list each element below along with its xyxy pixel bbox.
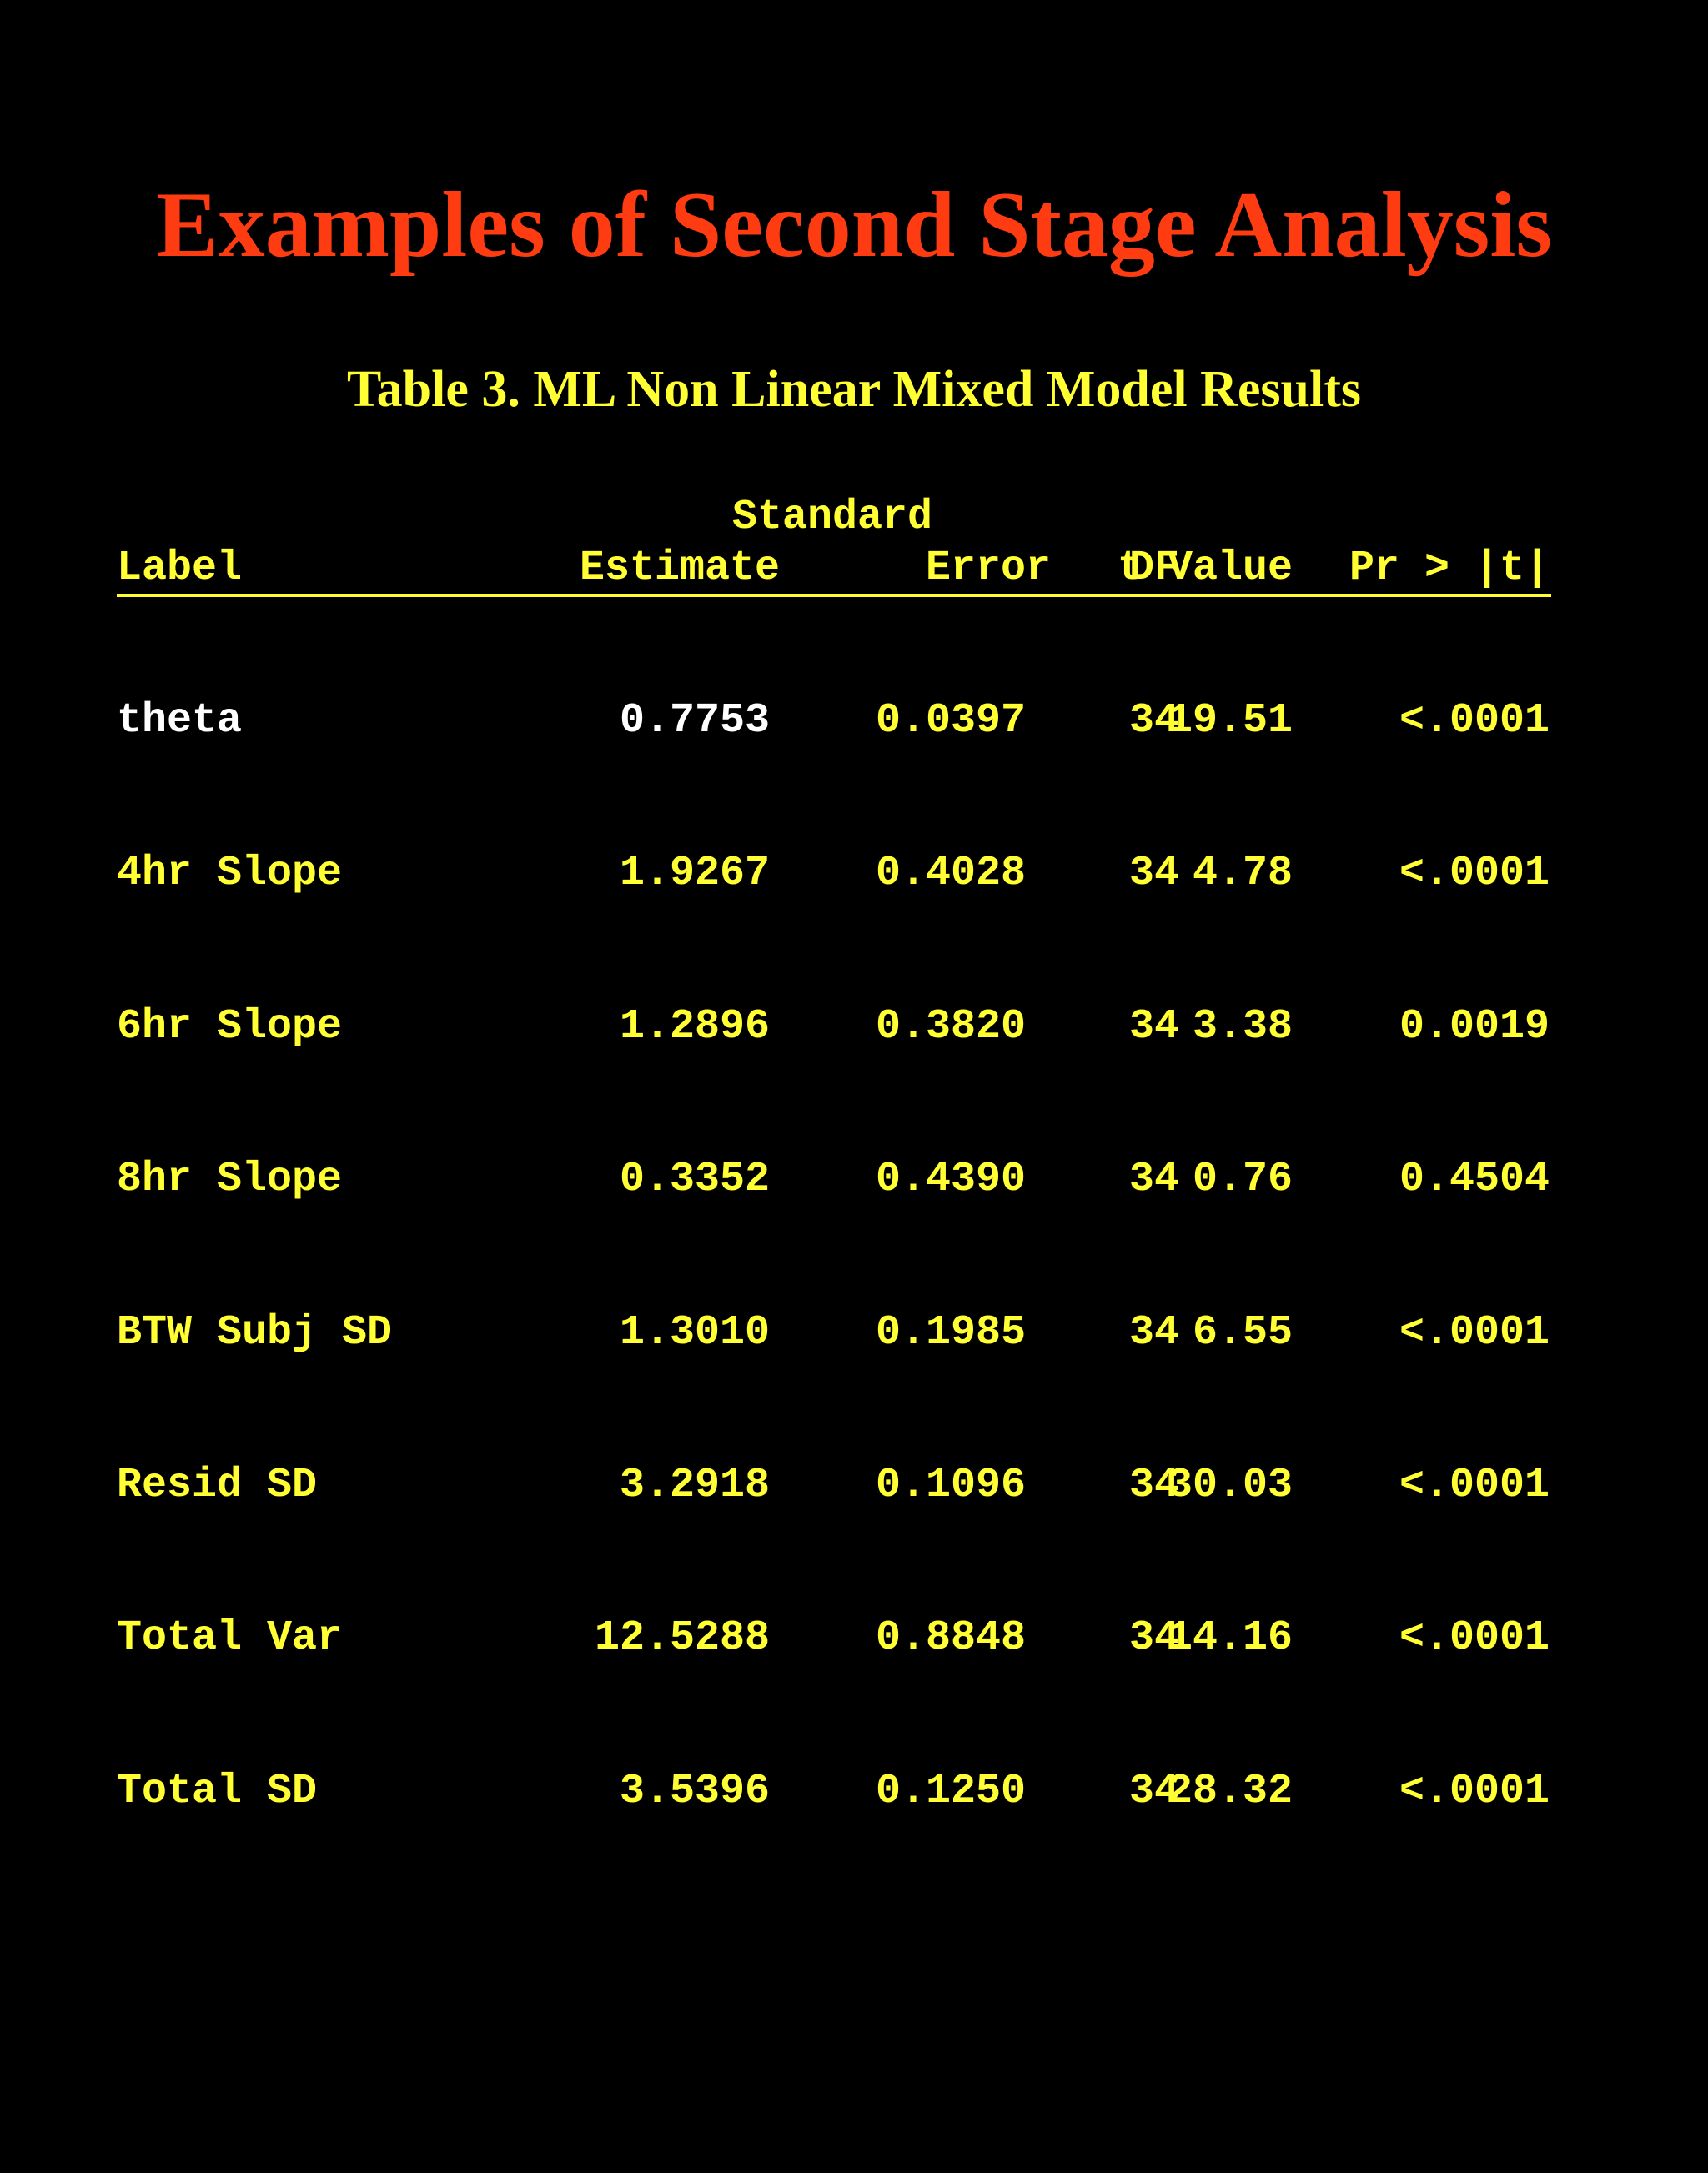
row-estimate: 3.5396: [619, 1767, 770, 1815]
row-t-value: 3.38: [1192, 1002, 1293, 1051]
header-estimate: Estimate: [579, 545, 780, 592]
row-error: 0.4390: [875, 1156, 1026, 1204]
row-error: 0.1096: [875, 1461, 1026, 1509]
table-row: 6hr Slope 1.2896 0.3820 34 3.38 0.0019: [117, 1001, 1551, 1052]
table-header-row: Label Estimate Error DF t Value Pr > |t|: [117, 543, 1551, 597]
header-p-value: Pr > |t|: [1349, 545, 1550, 592]
row-error: 0.1250: [875, 1767, 1026, 1815]
row-estimate: 0.7753: [619, 697, 770, 745]
table-row: BTW Subj SD 1.3010 0.1985 34 6.55 <.0001: [117, 1307, 1551, 1358]
row-t-value: 14.16: [1167, 1614, 1293, 1663]
row-df: 34: [1128, 1002, 1179, 1051]
table-row: 8hr Slope 0.3352 0.4390 34 0.76 0.4504: [117, 1154, 1551, 1205]
row-label: 4hr Slope: [117, 850, 343, 898]
row-error: 0.8848: [875, 1614, 1026, 1663]
row-p-value: <.0001: [1399, 697, 1550, 745]
row-df: 34: [1128, 850, 1179, 898]
table-title: Table 3. ML Non Linear Mixed Model Resul…: [347, 361, 1361, 418]
row-error: 0.1985: [875, 1308, 1026, 1357]
row-p-value: <.0001: [1399, 1614, 1550, 1663]
row-df: 34: [1128, 697, 1179, 745]
row-estimate: 3.2918: [619, 1461, 770, 1509]
row-label: theta: [117, 697, 243, 745]
row-p-value: <.0001: [1399, 1461, 1550, 1509]
row-t-value: 28.32: [1167, 1767, 1293, 1815]
table-row: Total Var 12.5288 0.8848 34 14.16 <.0001: [117, 1613, 1551, 1664]
row-estimate: 1.9267: [619, 850, 770, 898]
row-t-value: 4.78: [1192, 850, 1293, 898]
row-p-value: <.0001: [1399, 1767, 1550, 1815]
row-estimate: 1.2896: [619, 1002, 770, 1051]
table-row: theta 0.7753 0.0397 34 19.51 <.0001: [117, 695, 1551, 746]
header-error: Error: [925, 545, 1051, 592]
header-standard-label: Standard: [732, 494, 933, 541]
table-row: Resid SD 3.2918 0.1096 34 30.03 <.0001: [117, 1460, 1551, 1511]
row-label: 8hr Slope: [117, 1156, 343, 1204]
header-df: DF: [1128, 545, 1179, 592]
row-p-value: 0.0019: [1399, 1002, 1550, 1051]
header-t-value: t Value: [1117, 545, 1293, 592]
row-t-value: 19.51: [1167, 697, 1293, 745]
header-label: Label: [117, 545, 243, 592]
row-t-value: 30.03: [1167, 1461, 1293, 1509]
row-error: 0.3820: [875, 1002, 1026, 1051]
row-df: 34: [1128, 1156, 1179, 1204]
row-estimate: 12.5288: [594, 1614, 770, 1663]
row-label: Total SD: [117, 1767, 318, 1815]
row-label: Resid SD: [117, 1461, 318, 1509]
row-t-value: 0.76: [1192, 1156, 1293, 1204]
row-error: 0.0397: [875, 697, 1026, 745]
table-row: 4hr Slope 1.9267 0.4028 34 4.78 <.0001: [117, 848, 1551, 899]
row-label: 6hr Slope: [117, 1002, 343, 1051]
row-p-value: 0.4504: [1399, 1156, 1550, 1204]
slide-title: Examples of Second Stage Analysis: [156, 173, 1552, 277]
row-label: Total Var: [117, 1614, 343, 1663]
table-row: Total SD 3.5396 0.1250 34 28.32 <.0001: [117, 1766, 1551, 1817]
row-p-value: <.0001: [1399, 1308, 1550, 1357]
row-estimate: 0.3352: [619, 1156, 770, 1204]
row-df: 34: [1128, 1308, 1179, 1357]
row-p-value: <.0001: [1399, 850, 1550, 898]
row-label: BTW Subj SD: [117, 1308, 393, 1357]
row-estimate: 1.3010: [619, 1308, 770, 1357]
results-table-body: theta 0.7753 0.0397 34 19.51 <.0001 4hr …: [117, 594, 1551, 1868]
row-t-value: 6.55: [1192, 1308, 1293, 1357]
row-error: 0.4028: [875, 850, 1026, 898]
